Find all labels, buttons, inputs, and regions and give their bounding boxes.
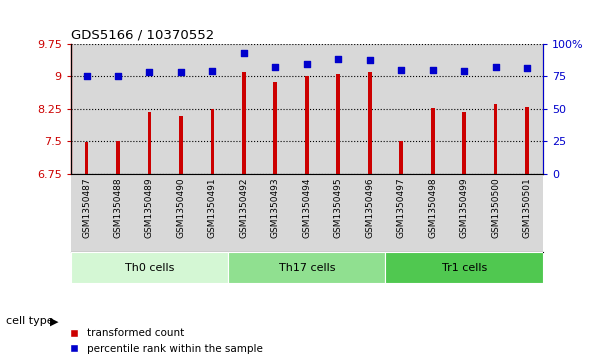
- Bar: [291, 174, 323, 252]
- Bar: [71, 174, 102, 252]
- Bar: [165, 44, 196, 174]
- Point: [208, 68, 217, 74]
- Bar: [512, 44, 543, 174]
- Bar: [368, 72, 372, 174]
- Point: [428, 67, 437, 73]
- Point: [271, 64, 280, 70]
- Point: [522, 65, 532, 71]
- Text: GSM1350489: GSM1350489: [145, 178, 154, 238]
- Bar: [102, 44, 134, 174]
- Bar: [260, 44, 291, 174]
- Bar: [116, 141, 120, 174]
- Bar: [448, 44, 480, 174]
- Text: GSM1350488: GSM1350488: [113, 178, 123, 238]
- Text: GSM1350495: GSM1350495: [334, 178, 343, 238]
- Text: Th17 cells: Th17 cells: [278, 262, 335, 273]
- Bar: [512, 174, 543, 252]
- Bar: [71, 252, 228, 283]
- Text: ▶: ▶: [50, 316, 58, 326]
- Point: [176, 69, 186, 75]
- Text: GSM1350487: GSM1350487: [82, 178, 91, 238]
- Bar: [417, 174, 448, 252]
- Bar: [228, 44, 260, 174]
- Bar: [242, 72, 246, 174]
- Bar: [354, 174, 385, 252]
- Bar: [323, 44, 354, 174]
- Bar: [385, 174, 417, 252]
- Bar: [480, 174, 512, 252]
- Bar: [323, 174, 354, 252]
- Text: GSM1350498: GSM1350498: [428, 178, 437, 238]
- Bar: [134, 174, 165, 252]
- Bar: [417, 44, 448, 174]
- Text: GSM1350490: GSM1350490: [176, 178, 185, 238]
- Bar: [480, 44, 512, 174]
- Bar: [431, 108, 435, 174]
- Text: cell type: cell type: [6, 316, 54, 326]
- Point: [333, 56, 343, 62]
- Point: [491, 64, 500, 70]
- Bar: [305, 76, 309, 174]
- Bar: [179, 115, 183, 174]
- Bar: [165, 174, 196, 252]
- Point: [460, 68, 469, 74]
- Text: Tr1 cells: Tr1 cells: [441, 262, 487, 273]
- Bar: [196, 174, 228, 252]
- Point: [365, 58, 375, 64]
- Bar: [148, 112, 152, 174]
- Text: GSM1350497: GSM1350497: [396, 178, 406, 238]
- Point: [82, 73, 91, 79]
- Bar: [399, 141, 403, 174]
- Point: [396, 67, 406, 73]
- Bar: [336, 74, 340, 174]
- Text: Th0 cells: Th0 cells: [124, 262, 174, 273]
- Bar: [228, 174, 260, 252]
- Point: [145, 69, 154, 75]
- Bar: [354, 44, 385, 174]
- Bar: [525, 107, 529, 174]
- Point: [113, 73, 123, 79]
- Bar: [385, 252, 543, 283]
- Bar: [260, 174, 291, 252]
- Bar: [462, 112, 466, 174]
- Text: GSM1350491: GSM1350491: [208, 178, 217, 238]
- Text: GSM1350494: GSM1350494: [302, 178, 312, 238]
- Bar: [102, 174, 134, 252]
- Bar: [134, 44, 165, 174]
- Text: GSM1350493: GSM1350493: [271, 178, 280, 238]
- Point: [239, 50, 248, 56]
- Bar: [196, 44, 228, 174]
- Bar: [273, 82, 277, 174]
- Bar: [385, 44, 417, 174]
- Bar: [228, 252, 385, 283]
- Text: GSM1350500: GSM1350500: [491, 178, 500, 238]
- Text: GSM1350501: GSM1350501: [523, 178, 532, 238]
- Text: GDS5166 / 10370552: GDS5166 / 10370552: [71, 28, 214, 41]
- Bar: [84, 142, 88, 174]
- Bar: [291, 44, 323, 174]
- Bar: [71, 44, 102, 174]
- Text: GSM1350499: GSM1350499: [460, 178, 468, 238]
- Bar: [211, 109, 214, 174]
- Point: [302, 61, 312, 67]
- Bar: [448, 174, 480, 252]
- Text: GSM1350496: GSM1350496: [365, 178, 374, 238]
- Bar: [494, 104, 497, 174]
- Text: GSM1350492: GSM1350492: [240, 178, 248, 238]
- Legend: transformed count, percentile rank within the sample: transformed count, percentile rank withi…: [64, 324, 267, 358]
